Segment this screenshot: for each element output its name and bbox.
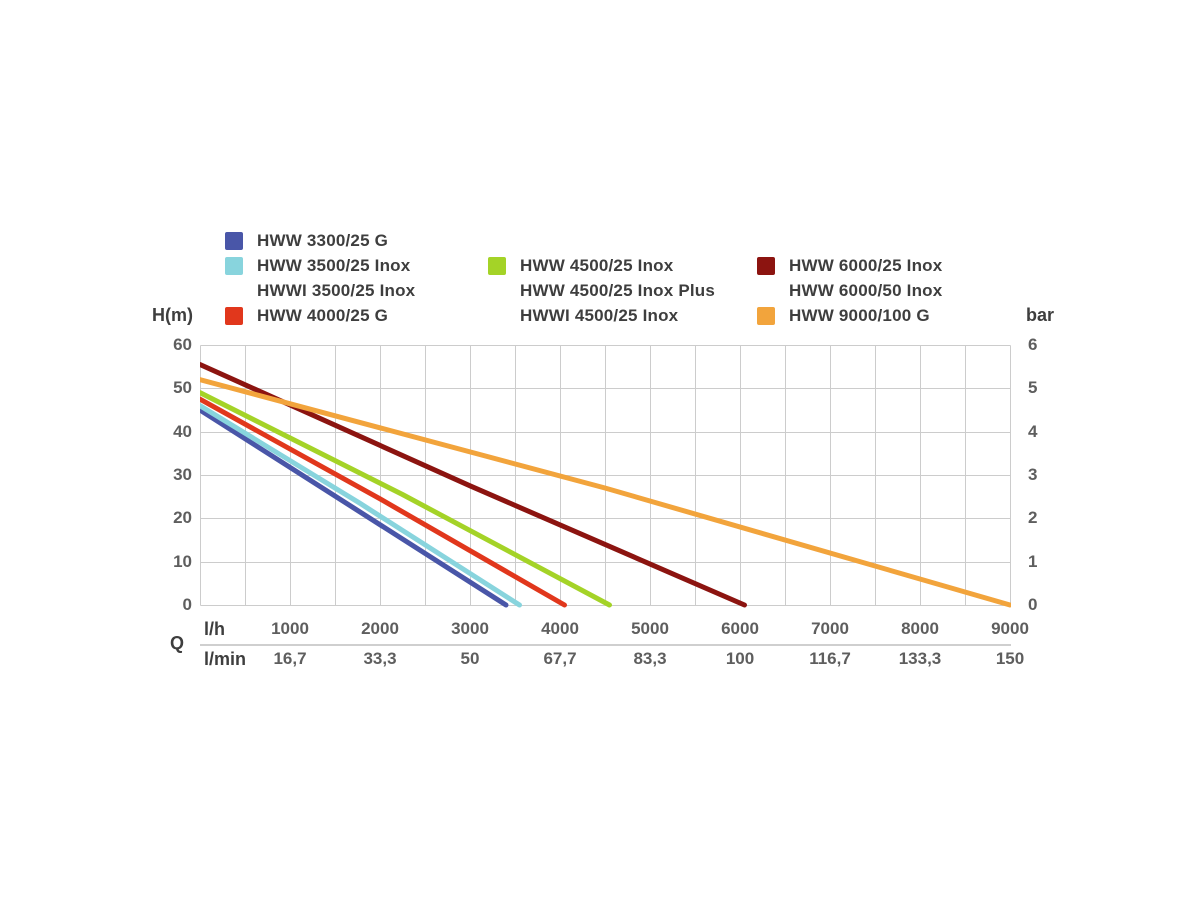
x-tick-lh: 7000	[811, 619, 849, 638]
x-tick-lh: 8000	[901, 619, 939, 638]
pump-curve	[200, 407, 509, 608]
legend-column-2: HWW 4500/25 Inox HWW 4500/25 Inox Plus HWW…	[488, 253, 715, 328]
pump-curve	[200, 390, 612, 608]
y-tick-left: 0	[182, 595, 192, 614]
legend-item: HWW 4500/25 Inox Plus	[488, 278, 715, 303]
x-tick-lmin: 67,7	[543, 649, 577, 668]
y-tick-right: 5	[1028, 378, 1038, 398]
y-tick-right: 6	[1028, 335, 1038, 354]
x-tick-lmin: 16,7	[273, 649, 307, 668]
x-tick-lh: 4000	[541, 619, 579, 638]
legend-item: HWWI 4500/25 Inox	[488, 303, 715, 328]
legend-label: HWW 6000/25 Inox	[789, 255, 943, 275]
pump-curve	[200, 377, 1011, 608]
x-axis-unit-lmin: l/min	[204, 649, 247, 669]
legend-label: HWWI 3500/25 Inox	[257, 280, 416, 300]
x-axis-unit-lh: l/h	[204, 619, 225, 639]
legend-item: HWW 4000/25 G	[225, 303, 415, 328]
pump-curve	[200, 403, 522, 608]
y-axis-label-bar: bar	[1026, 305, 1055, 325]
legend-color-swatch	[225, 306, 243, 325]
x-tick-lh: 3000	[451, 619, 489, 638]
x-tick-lh: 9000	[991, 619, 1029, 638]
y-tick-right: 0	[1028, 595, 1038, 614]
legend-item: HWW 3300/25 G	[225, 228, 415, 253]
x-tick-lmin: 133,3	[898, 649, 942, 668]
legend-color-swatch	[488, 256, 506, 275]
x-tick-lmin: 116,7	[809, 649, 851, 668]
y-tick-left: 20	[173, 508, 192, 528]
legend-color-swatch	[225, 256, 243, 275]
y-tick-right: 4	[1028, 421, 1038, 441]
y-tick-left: 40	[173, 421, 192, 441]
x-tick-lh: 6000	[721, 619, 759, 638]
x-tick-lmin: 33,3	[363, 649, 397, 668]
x-tick-lh: 5000	[631, 619, 669, 638]
flow-symbol-label: Q	[170, 633, 185, 653]
legend-label: HWWI 4500/25 Inox	[520, 305, 679, 325]
legend-label: HWW 4500/25 Inox	[520, 255, 674, 275]
legend-item: HWW 6000/50 Inox	[757, 278, 942, 303]
legend-column-3: HWW 6000/25 Inox HWW 6000/50 Inox HWW 9000…	[757, 253, 942, 328]
legend-swatch-placeholder	[757, 282, 775, 300]
y-tick-right: 1	[1028, 551, 1038, 571]
y-tick-left: 10	[173, 551, 192, 571]
y-tick-left: 50	[173, 378, 192, 398]
x-tick-lmin: 83,3	[633, 649, 667, 668]
y-tick-right: 2	[1028, 508, 1038, 528]
legend-column-1: HWW 3300/25 G HWW 3500/25 Inox HWWI 3500/2…	[225, 228, 415, 328]
x-axis-unit-separator	[200, 644, 1011, 646]
legend-item: HWW 6000/25 Inox	[757, 253, 942, 278]
legend-item: HWW 3500/25 Inox	[225, 253, 415, 278]
legend-item: HWW 9000/100 G	[757, 303, 942, 328]
x-tick-lmin: 50	[460, 649, 480, 668]
legend-label: HWW 4500/25 Inox Plus	[520, 280, 716, 300]
legend-item: HWWI 3500/25 Inox	[225, 278, 415, 303]
legend-color-swatch	[225, 231, 243, 250]
legend-label: HWW 3500/25 Inox	[257, 255, 411, 275]
y-tick-left: 60	[173, 335, 192, 354]
legend-color-swatch	[757, 256, 775, 275]
legend-item: HWW 4500/25 Inox	[488, 253, 715, 278]
x-tick-lh: 2000	[361, 619, 399, 638]
legend-label: HWW 4000/25 G	[257, 305, 389, 325]
legend-label: HWW 9000/100 G	[789, 305, 930, 325]
legend-swatch-placeholder	[488, 307, 506, 325]
plot-area	[200, 345, 1011, 608]
legend-label: HWW 6000/50 Inox	[789, 280, 943, 300]
x-tick-lmin: 100	[725, 649, 755, 668]
y-tick-left: 30	[173, 465, 192, 484]
legend-color-swatch	[757, 306, 775, 325]
pump-curve	[200, 396, 567, 608]
legend-label: HWW 3300/25 G	[257, 230, 389, 250]
y-axis-label-head-meters: H(m)	[152, 305, 193, 325]
x-tick-lmin: 150	[995, 649, 1025, 668]
legend-swatch-placeholder	[225, 282, 243, 300]
y-tick-right: 3	[1028, 465, 1038, 484]
x-tick-lh: 1000	[271, 619, 309, 638]
legend-swatch-placeholder	[488, 282, 506, 300]
